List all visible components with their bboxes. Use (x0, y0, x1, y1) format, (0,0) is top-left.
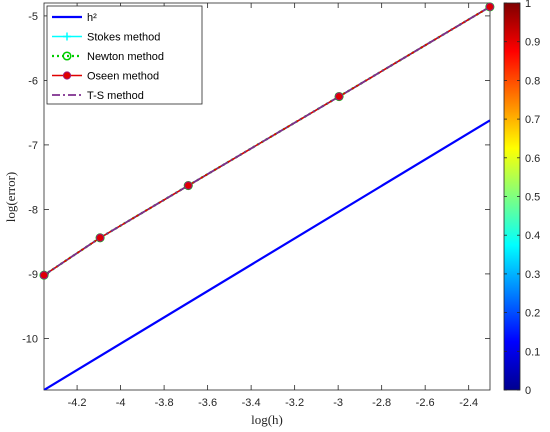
series-line-0 (44, 119, 490, 390)
colorbar-tick-label: 1 (525, 0, 531, 10)
series-line-4 (44, 6, 490, 276)
colorbar-tick-label: 0.7 (525, 114, 540, 126)
y-axis-label: log(error) (3, 172, 18, 223)
y-tick-label: -10 (22, 333, 38, 345)
colorbar-tick-label: 0.4 (525, 230, 540, 242)
y-tick-label: -9 (28, 269, 38, 281)
y-tick-label: -8 (28, 204, 38, 216)
legend-label-0: h² (87, 12, 97, 24)
x-axis-label: log(h) (251, 412, 283, 427)
data-point-3-3 (334, 92, 344, 101)
legend: h² Stokes method Newton method Oseen method… (46, 5, 203, 105)
legend-label-2: Newton method (87, 51, 164, 63)
legend-label-3: Oseen method (87, 71, 159, 83)
markers-group (39, 2, 495, 280)
legend-label-1: Stokes method (87, 32, 160, 44)
legend-marker-1 (63, 32, 71, 41)
y-axis-ticks: -10 -9 -8 -7 -6 -5 (22, 11, 490, 345)
colorbar-tick-label: 0.3 (525, 269, 540, 281)
x-tick-label: -3 (333, 397, 343, 409)
data-point-3-2 (184, 181, 193, 190)
x-tick-label: -2.6 (416, 397, 435, 409)
data-point-3-0 (39, 271, 49, 280)
x-tick-label: -3.4 (242, 397, 261, 409)
data-point-3-4 (485, 2, 494, 11)
y-tick-label: -5 (28, 11, 38, 23)
colorbar-tick-label: 0.2 (525, 308, 540, 320)
data-point-3-1 (95, 233, 105, 242)
colorbar-ticks: 0 0.1 0.2 0.3 0.4 0.5 0.6 0.7 0.8 0.9 1 (504, 0, 540, 397)
x-tick-label: -3.2 (285, 397, 304, 409)
y-tick-label: -7 (28, 140, 38, 152)
colorbar-tick-label: 0 (525, 385, 531, 397)
x-axis-ticks: -4.2 -4 -3.8 -3.6 -3.4 -3.2 -3 -2.8 -2.6 -2.4 (68, 3, 478, 409)
colorbar-tick-label: 0.1 (525, 346, 540, 358)
colorbar-tick-label: 0.8 (525, 75, 540, 87)
colorbar-tick-label: 0.6 (525, 153, 540, 165)
legend-marker-2 (62, 51, 72, 61)
colorbar-tick-label: 0.9 (525, 37, 540, 49)
x-tick-label: -4 (116, 397, 126, 409)
x-tick-label: -4.2 (68, 397, 87, 409)
legend-label-4: T-S method (87, 90, 144, 102)
x-tick-label: -3.6 (198, 397, 217, 409)
colorbar-tick-label: 0.5 (525, 192, 540, 204)
x-tick-label: -2.4 (459, 397, 478, 409)
y-tick-label: -6 (28, 75, 38, 87)
x-tick-label: -2.8 (372, 397, 391, 409)
x-tick-label: -3.8 (155, 397, 174, 409)
legend-marker-3 (62, 71, 72, 80)
